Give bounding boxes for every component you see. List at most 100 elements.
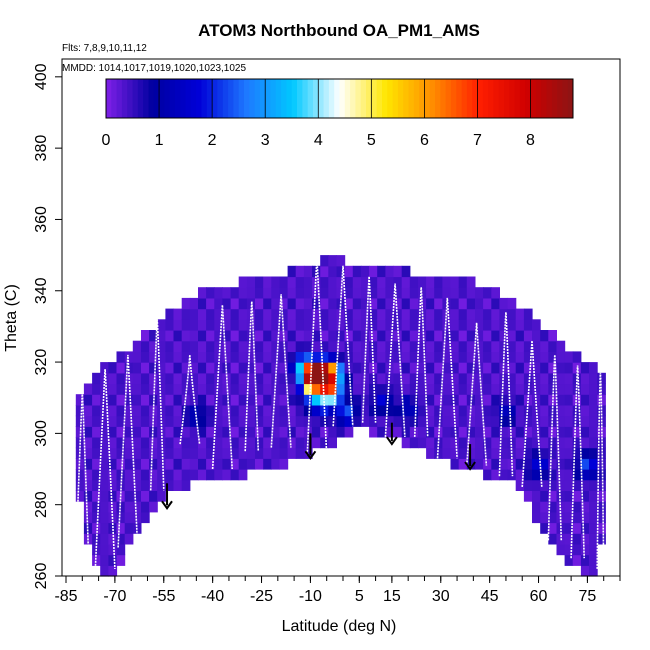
heat-cell xyxy=(426,276,435,288)
heat-cell xyxy=(418,287,427,299)
heat-cell xyxy=(255,308,264,320)
heat-cell xyxy=(132,469,142,481)
heat-cell xyxy=(491,404,500,417)
heat-cell xyxy=(108,469,118,481)
heat-cell xyxy=(434,297,443,310)
heat-cell xyxy=(458,404,468,417)
heat-cell xyxy=(287,265,297,278)
heat-cell xyxy=(271,287,280,299)
heat-cell xyxy=(426,394,435,406)
heat-cell xyxy=(564,415,574,427)
heat-cell xyxy=(108,479,118,491)
heat-cell xyxy=(523,308,533,320)
heat-cell xyxy=(189,383,199,395)
heat-cell xyxy=(336,415,346,427)
heat-cell xyxy=(263,330,272,342)
heat-cell xyxy=(157,351,166,363)
colorbar-tick-label: 4 xyxy=(314,132,323,149)
heat-cell xyxy=(458,426,468,438)
heat-cell xyxy=(132,436,142,449)
heat-cell xyxy=(222,415,232,427)
heat-cell xyxy=(344,330,354,342)
heat-cell xyxy=(116,479,126,491)
heat-cell xyxy=(572,511,582,524)
heat-cell xyxy=(540,479,549,491)
heat-cell xyxy=(409,276,419,288)
heat-cell xyxy=(328,319,337,331)
heat-cell xyxy=(393,287,403,299)
heat-cell xyxy=(564,469,574,481)
heat-cell xyxy=(132,404,142,417)
flight-profile xyxy=(570,365,585,559)
heat-cell xyxy=(589,436,598,449)
heat-cell xyxy=(597,511,606,524)
colorbar-segment xyxy=(472,79,478,118)
heat-cell xyxy=(385,340,395,352)
heat-cell xyxy=(418,426,427,438)
heat-cell xyxy=(287,297,297,310)
heat-cell xyxy=(230,426,240,438)
heat-cell xyxy=(548,469,557,481)
heat-cell xyxy=(271,319,280,331)
heat-cell xyxy=(141,340,150,352)
heat-cell xyxy=(198,415,207,427)
heat-cell xyxy=(466,447,476,459)
heat-cell xyxy=(369,330,378,342)
heat-cell xyxy=(320,362,329,374)
heat-cell xyxy=(336,297,346,310)
heat-cell xyxy=(92,447,101,459)
heat-cell xyxy=(377,394,386,406)
heat-cell xyxy=(466,297,476,310)
heat-cell xyxy=(556,479,566,491)
heat-cell xyxy=(320,372,329,385)
heat-cell xyxy=(344,308,354,320)
x-tick-label: -40 xyxy=(201,588,224,605)
heat-cell xyxy=(466,362,476,374)
heat-cell xyxy=(540,426,549,438)
heat-cell xyxy=(458,276,468,288)
colorbar-segment xyxy=(461,79,468,118)
heat-cell xyxy=(238,319,248,331)
colorbar-segment xyxy=(445,79,452,118)
heat-cell xyxy=(173,372,183,385)
heat-cell xyxy=(271,330,280,342)
heat-cell xyxy=(303,297,313,310)
heat-cell xyxy=(287,383,297,395)
heat-cell xyxy=(157,394,166,406)
heat-cell xyxy=(540,383,549,395)
colorbar-segment xyxy=(525,79,531,118)
heat-cell xyxy=(165,415,175,427)
flight-profiles xyxy=(75,258,605,569)
x-axis-label: Latitude (deg N) xyxy=(282,618,397,635)
heat-cell xyxy=(434,372,443,385)
heat-cell xyxy=(450,436,460,449)
flight-profile xyxy=(361,276,377,423)
heat-cell xyxy=(198,319,207,331)
heat-cell xyxy=(483,351,492,363)
heat-cell xyxy=(320,426,329,438)
heat-cell xyxy=(149,436,158,449)
heat-cell xyxy=(173,447,183,459)
heat-cell xyxy=(189,469,199,481)
heat-cell xyxy=(434,287,443,299)
heat-cell xyxy=(149,383,158,395)
heat-cell xyxy=(580,469,590,481)
heat-cell xyxy=(515,436,525,449)
heat-cell xyxy=(589,554,598,566)
heat-cell xyxy=(475,372,484,385)
heat-cell xyxy=(564,458,574,470)
heat-cell xyxy=(377,415,386,427)
heat-cell xyxy=(141,511,150,524)
heat-cell xyxy=(181,458,191,470)
heat-cell xyxy=(393,404,403,417)
heat-cell xyxy=(458,372,468,385)
heat-cell xyxy=(572,469,582,481)
heat-cell xyxy=(360,394,370,406)
heat-cell xyxy=(377,426,386,438)
heat-cell xyxy=(589,415,598,427)
heat-cell xyxy=(141,415,150,427)
heat-cell xyxy=(157,458,166,470)
heat-cell xyxy=(108,362,118,374)
heat-cell xyxy=(434,340,443,352)
heat-cell xyxy=(564,479,574,491)
